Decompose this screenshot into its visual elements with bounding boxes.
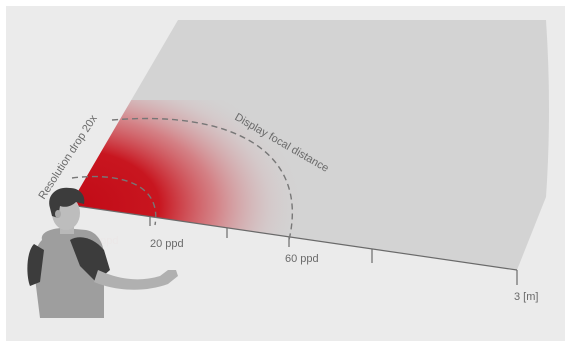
person-figure: [27, 187, 178, 318]
far-ppd-label: 60 ppd: [285, 253, 319, 265]
person-arm: [94, 270, 178, 290]
inner-focal-arc: [71, 175, 157, 226]
person-sleeve: [70, 237, 110, 282]
person-ear: [55, 210, 61, 218]
distance-axis: [69, 204, 518, 271]
mid-ppd-label: 20 ppd: [150, 238, 184, 250]
person-back-sleeve: [27, 244, 44, 286]
max-range-label: 3 [m]: [514, 291, 538, 303]
outer-focal-arc: [111, 117, 294, 241]
